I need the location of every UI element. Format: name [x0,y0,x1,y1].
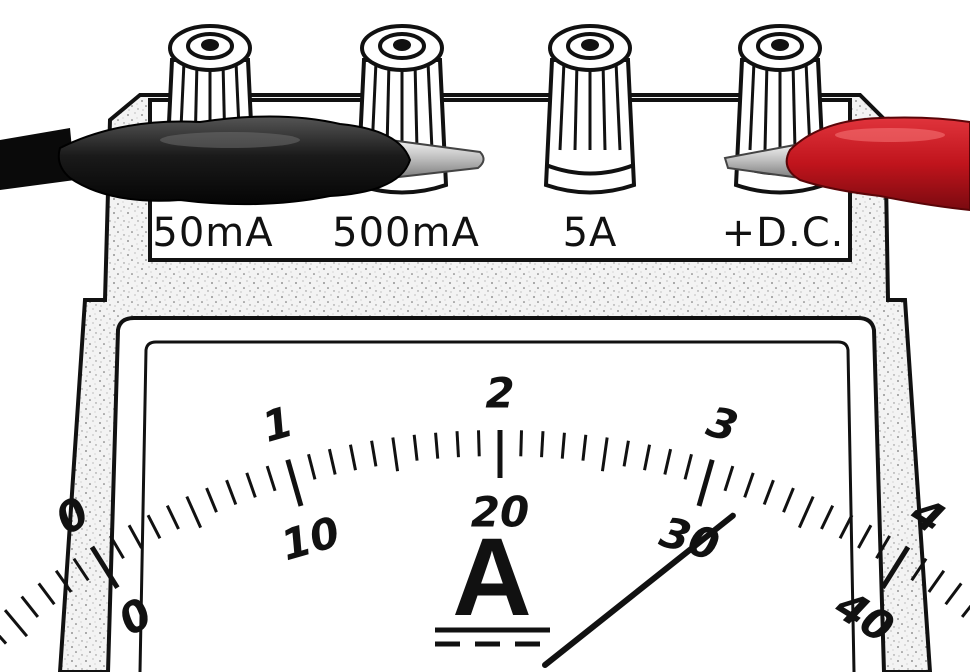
scale-tick [109,535,125,560]
scale-tick [89,545,120,590]
black-lead-wire [0,128,75,190]
scale-tick [434,432,440,459]
scale-tick [683,453,693,480]
scale-tick [477,430,481,457]
terminal-labels: 50mA 500mA 5A +D.C. [152,210,845,256]
scale-tick [307,453,317,480]
terminal-label-50ma: 50mA [152,210,273,256]
scale-tick [960,604,970,618]
scale-tick [820,504,835,530]
scale-tick [743,472,755,498]
scale-tick [412,434,419,461]
scale-tick [20,595,40,618]
scale-tick [944,582,963,606]
unit-symbol: A [435,516,550,647]
scale-tick [797,495,815,529]
scale-tick [327,448,337,475]
unit-letter-a: A [452,516,531,639]
black-clip-jaw [389,138,485,180]
scale-tick [391,437,400,472]
scale-tick [72,557,90,582]
scale-tick [622,440,630,467]
scale-tick [663,448,673,475]
scale-tick [37,582,56,606]
black-alligator-clip [0,115,485,206]
scale-label-upper: 2 [485,369,514,418]
scale-tick [285,459,304,507]
terminal-label-5a: 5A [563,210,618,256]
scale-tick [560,432,566,459]
scale-tick [0,634,8,645]
scale-label-lower: 20 [471,488,529,537]
scale-tick [455,431,460,458]
scale-tick [54,569,73,593]
scale-tick [185,495,203,529]
scale-tick [581,434,588,461]
scale-tick [762,479,775,506]
scale-tick [696,459,715,507]
scale-tick [838,514,854,539]
scale-tick [245,472,257,498]
scale-tick [127,524,143,549]
red-clip-sleeve [785,116,970,212]
black-clip-sleeve [57,115,412,206]
scale-tick [519,430,523,457]
scale-tick [927,569,946,593]
scale-tick [348,444,357,471]
meter-body [57,93,933,672]
scale-tick [146,514,162,539]
red-alligator-clip [723,116,970,212]
terminal-label-500ma: 500mA [332,210,480,256]
scale-tick [857,524,873,549]
terminal-label-dc: +D.C. [722,210,845,256]
scale-tick [643,444,652,471]
scale-tick [540,431,545,458]
scale-tick [782,487,795,513]
meter-needle [542,512,736,668]
scale-tick [3,609,29,638]
scale-tick [205,487,218,513]
scale-tick [225,479,238,506]
scale-tick [165,504,180,530]
scale-tick [910,557,928,582]
scale-tick [880,545,911,590]
scale-tick [600,437,609,472]
terminal-post-3 [543,24,637,195]
scale-tick [875,535,891,560]
scale-tick [370,440,378,467]
scale-tick [265,465,277,492]
scale-tick [723,465,735,492]
